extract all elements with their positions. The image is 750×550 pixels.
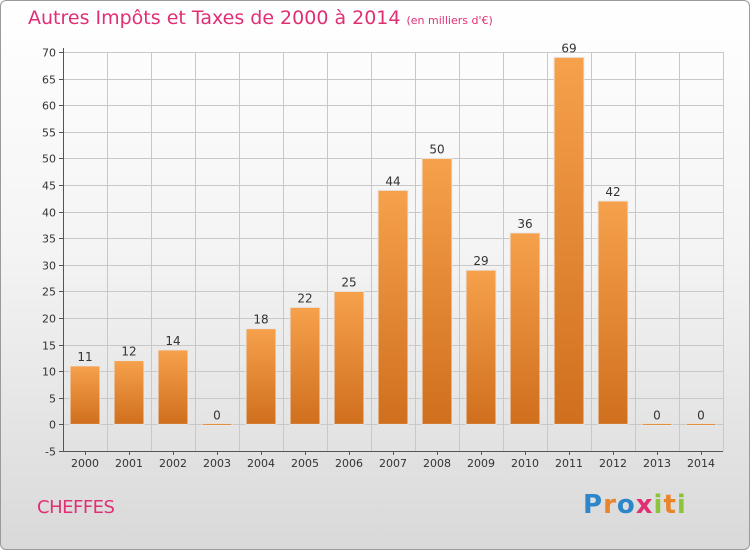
data-label-2001: 12 [121, 345, 136, 359]
x-tick-label: 2007 [379, 457, 407, 470]
x-tick-label: 2001 [115, 457, 143, 470]
bar-2007[interactable] [377, 189, 409, 425]
x-tick-label: 2011 [555, 457, 583, 470]
bar-2008[interactable] [421, 157, 453, 425]
data-label-2008: 50 [429, 142, 444, 156]
y-tick-label: 0 [49, 419, 56, 432]
y-tick-label: 30 [42, 260, 56, 273]
logo-letter: i [653, 490, 664, 520]
x-tick-label: 2013 [643, 457, 671, 470]
bar-2003[interactable] [201, 422, 233, 426]
x-tick-label: 2012 [599, 457, 627, 470]
y-tick-label: 25 [42, 286, 56, 299]
y-tick-label: 5 [49, 393, 56, 406]
y-tick-label: 65 [42, 74, 56, 87]
commune-name: CHEFFES [37, 497, 115, 518]
y-tick-label: 15 [42, 340, 56, 353]
bar-2004[interactable] [245, 328, 277, 425]
data-label-2003: 0 [213, 408, 221, 422]
bar-2010[interactable] [509, 232, 541, 425]
x-tick-label: 2002 [159, 457, 187, 470]
bar-2005[interactable] [289, 306, 321, 425]
bar-2009[interactable] [465, 269, 497, 425]
y-tick-label: 40 [42, 207, 56, 220]
y-tick-label: 20 [42, 313, 56, 326]
logo-letter: r [603, 490, 617, 520]
y-tick-label: 60 [42, 100, 56, 113]
proxiti-logo[interactable]: Proxiti [583, 490, 687, 520]
y-tick-label: -5 [45, 446, 56, 459]
data-label-2010: 36 [517, 217, 532, 231]
data-label-2013: 0 [653, 408, 661, 422]
logo-letter: i [676, 490, 687, 520]
chart-title-text: Autres Impôts et Taxes de 2000 à 2014 [28, 7, 401, 29]
bar-2002[interactable] [157, 349, 189, 425]
y-tick-label: 50 [42, 153, 56, 166]
axes: -5 0 5 10 15 20 25 30 35 40 45 50 55 60 65 70 2000 2001 20… [42, 47, 723, 470]
data-labels: 11 12 14 0 18 22 25 44 50 29 36 69 42 0 0 [77, 41, 704, 422]
data-label-2011: 69 [561, 41, 576, 55]
x-tick-label: 2009 [467, 457, 495, 470]
data-label-2005: 22 [297, 291, 312, 305]
bar-2012[interactable] [597, 200, 629, 425]
x-tick-label: 2004 [247, 457, 275, 470]
x-tick-label: 2014 [687, 457, 715, 470]
logo-letter: P [583, 490, 604, 520]
data-label-2000: 11 [77, 350, 92, 364]
data-label-2012: 42 [605, 185, 620, 199]
bar-2014[interactable] [685, 422, 717, 426]
x-tick-label: 2003 [203, 457, 231, 470]
x-tick-label: 2006 [335, 457, 363, 470]
logo-letter: t [663, 490, 677, 520]
chart-title: Autres Impôts et Taxes de 2000 à 2014 (en… [28, 7, 493, 29]
y-tick-label: 45 [42, 180, 56, 193]
logo-letter: o [616, 490, 636, 520]
x-tick-label: 2008 [423, 457, 451, 470]
data-label-2002: 14 [165, 334, 180, 348]
x-tick-label: 2010 [511, 457, 539, 470]
y-tick-label: 55 [42, 127, 56, 140]
bars [69, 56, 717, 426]
data-label-2007: 44 [385, 174, 400, 188]
data-label-2014: 0 [697, 408, 705, 422]
bar-2013[interactable] [641, 422, 673, 426]
x-tick-label: 2000 [71, 457, 99, 470]
y-tick-label: 70 [42, 47, 56, 60]
y-tick-label: 35 [42, 233, 56, 246]
data-label-2009: 29 [473, 254, 488, 268]
bar-2001[interactable] [113, 360, 145, 425]
logo-letter: x [635, 490, 654, 520]
bar-2000[interactable] [69, 365, 101, 425]
x-tick-label: 2005 [291, 457, 319, 470]
bar-2011[interactable] [553, 56, 585, 425]
bar-2006[interactable] [333, 290, 365, 425]
data-label-2004: 18 [253, 313, 268, 327]
y-tick-label: 10 [42, 366, 56, 379]
chart-unit: (en milliers d'€) [406, 14, 493, 27]
data-label-2006: 25 [341, 275, 356, 289]
